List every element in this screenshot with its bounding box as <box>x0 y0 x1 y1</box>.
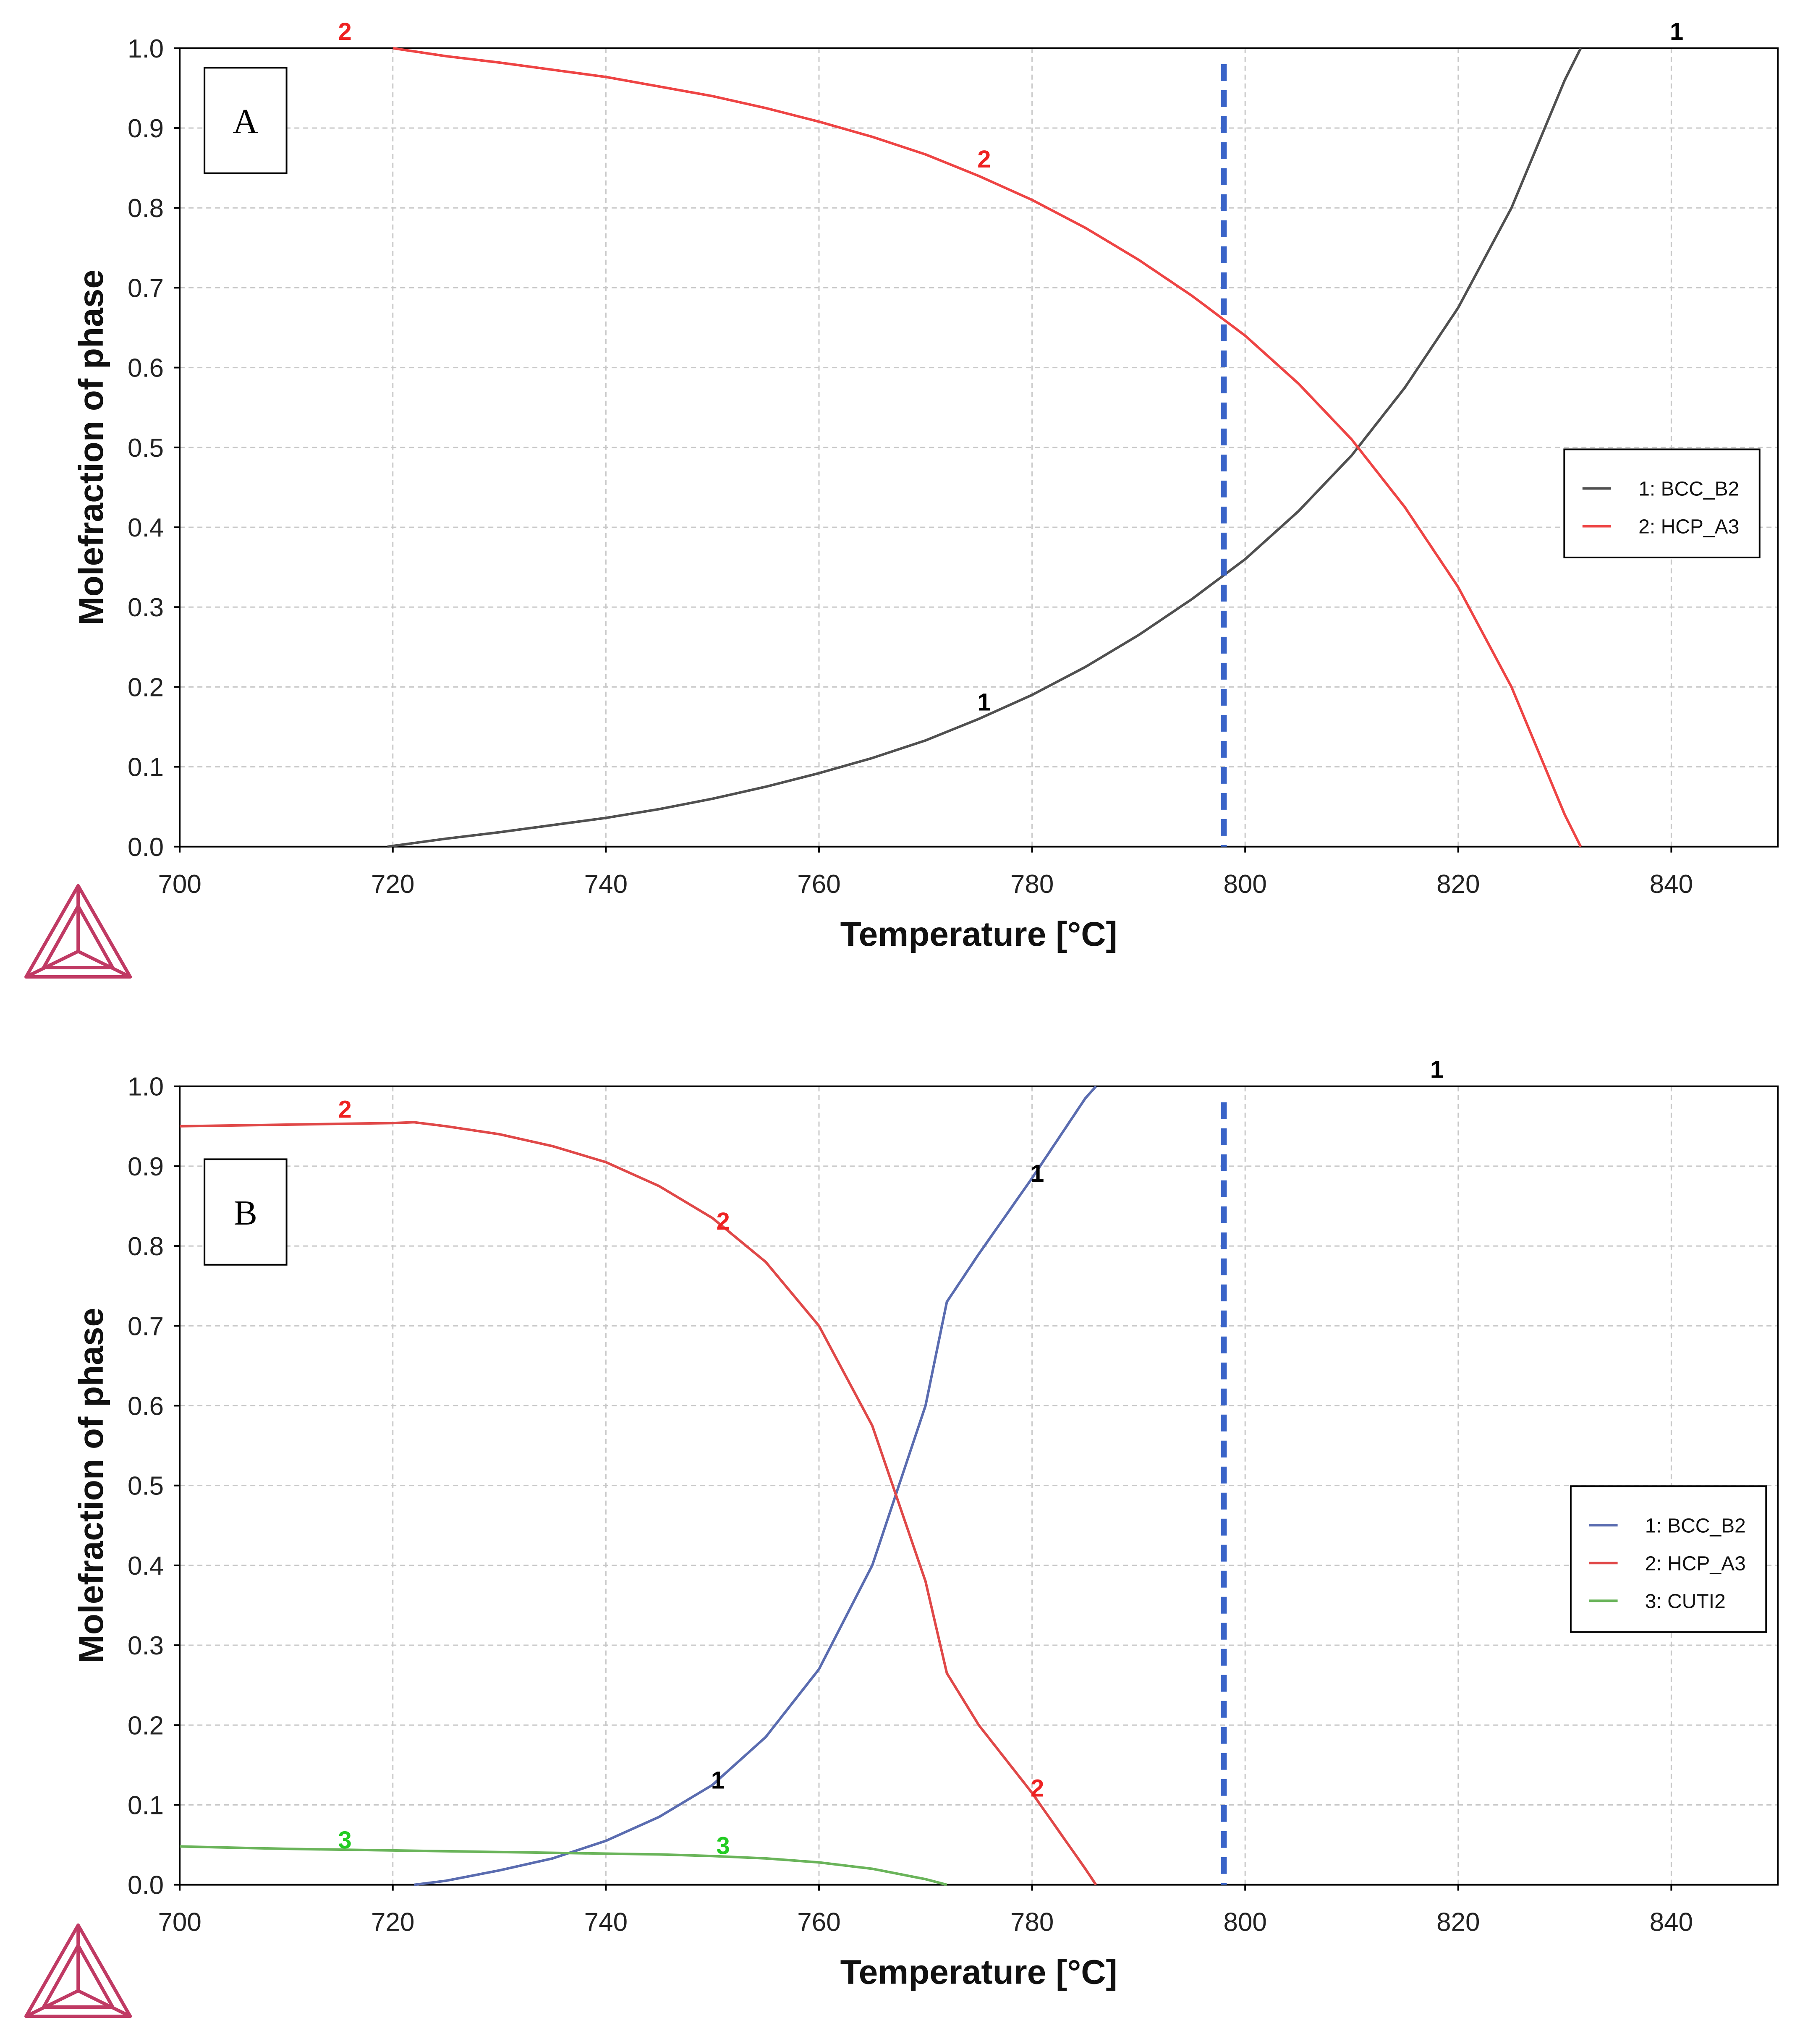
series-line-3 <box>180 1845 947 1886</box>
y-tick-label: 0.9 <box>128 1152 164 1181</box>
x-tick-label: 800 <box>1223 1908 1266 1937</box>
logo-spoke <box>77 950 131 979</box>
x-tick-label: 760 <box>797 1908 840 1937</box>
panel-label-box <box>204 67 288 174</box>
series-line-2 <box>392 47 1582 848</box>
x-tick-label: 700 <box>158 1908 201 1937</box>
curve-label-2: 2 <box>716 1208 730 1235</box>
y-tick-label: 0.0 <box>128 833 164 862</box>
gridlines <box>180 1086 1778 1885</box>
y-tick-label: 0.6 <box>128 1392 164 1421</box>
y-tick-label: 0.5 <box>128 434 164 463</box>
panel-label: B <box>234 1193 257 1233</box>
x-tick-label: 780 <box>1010 870 1054 899</box>
logo-outer-triangle <box>24 1923 132 2018</box>
legend-entry-2: 2: HCP_A3 <box>1638 516 1739 538</box>
x-tick-label: 840 <box>1650 870 1693 899</box>
x-axis-label: Temperature [°C] <box>840 915 1117 953</box>
y-tick-label: 0.7 <box>128 274 164 303</box>
logo-inner-triangle <box>42 1944 115 2009</box>
y-tick-label: 0.2 <box>128 673 164 702</box>
curve-label-2: 2 <box>977 146 991 173</box>
curve-label-1: 1 <box>1670 18 1683 45</box>
y-tick-label: 0.7 <box>128 1312 164 1341</box>
series-line-2 <box>180 1121 1097 1886</box>
curve-label-3: 3 <box>716 1832 730 1859</box>
legend: 1: BCC_B2 2: HCP_A3 3: CUTI2 <box>1570 1485 1767 1633</box>
logo-spoke <box>25 1989 79 2018</box>
curve-label-1: 1 <box>1031 1160 1044 1187</box>
legend-box <box>1563 448 1761 558</box>
y-tick-label: 1.0 <box>128 1073 164 1102</box>
curve-label-2: 2 <box>338 18 351 45</box>
y-axis-label: Molefraction of phase <box>72 1308 110 1663</box>
curve-label-2: 2 <box>1031 1774 1044 1802</box>
x-axis-label: Temperature [°C] <box>840 1953 1117 1992</box>
curve-label-1: 1 <box>711 1767 725 1794</box>
y-tick-label: 1.0 <box>128 34 164 63</box>
y-tick-label: 0.6 <box>128 354 164 383</box>
y-tick-label: 0.4 <box>128 513 164 542</box>
legend-entry-1: 1: BCC_B2 <box>1645 1515 1746 1537</box>
series-line-1 <box>414 1085 1097 1886</box>
software-logo-icon <box>24 1923 132 2018</box>
logo-inner-triangle <box>42 904 115 970</box>
curve-label-2: 2 <box>338 1096 351 1123</box>
y-tick-label: 0.8 <box>128 1232 164 1261</box>
curve-label-1: 1 <box>977 688 991 716</box>
curve-label-3: 3 <box>338 1827 351 1854</box>
logo-outer-triangle <box>24 884 132 979</box>
x-tick-label: 800 <box>1223 870 1266 899</box>
x-tick-label: 740 <box>584 1908 628 1937</box>
series-line-1 <box>387 47 1582 848</box>
x-tick-label: 780 <box>1010 1908 1054 1937</box>
chart-panel-b: 700 720 740 760 780 800 820 840 0.0 0.1 0.2 0.3 0.4 0… <box>24 1056 1779 2018</box>
y-tick-label: 0.3 <box>128 1631 164 1660</box>
logo-spoke <box>25 950 79 979</box>
y-tick-label: 0.2 <box>128 1711 164 1740</box>
y-tick-label: 0.0 <box>128 1871 164 1900</box>
x-tick-label: 720 <box>371 1908 414 1937</box>
chart-panel-a: 700 720 740 760 780 800 820 840 0.0 0.1 0.2 0.3 0.4 0… <box>24 18 1779 979</box>
x-tick-label: 760 <box>797 870 840 899</box>
x-tick-label: 720 <box>371 870 414 899</box>
y-axis-label: Molefraction of phase <box>72 270 110 625</box>
y-tick-label: 0.3 <box>128 593 164 622</box>
y-tick-label: 0.1 <box>128 753 164 782</box>
logo-spoke <box>77 1989 131 2018</box>
y-tick-label: 0.8 <box>128 194 164 223</box>
legend: 1: BCC_B2 2: HCP_A3 <box>1563 448 1761 558</box>
legend-entry-2: 2: HCP_A3 <box>1645 1552 1746 1575</box>
y-tick-label: 0.4 <box>128 1552 164 1581</box>
legend-entry-3: 3: CUTI2 <box>1645 1590 1726 1612</box>
x-tick-label: 740 <box>584 870 628 899</box>
y-tick-label: 0.1 <box>128 1791 164 1820</box>
x-tick-label: 820 <box>1436 1908 1480 1937</box>
curve-label-1: 1 <box>1430 1056 1444 1084</box>
panel-label: A <box>233 102 259 141</box>
x-tick-label: 820 <box>1436 870 1480 899</box>
y-tick-label: 0.5 <box>128 1472 164 1501</box>
x-tick-label: 700 <box>158 870 201 899</box>
x-tick-label: 840 <box>1650 1908 1693 1937</box>
legend-entry-1: 1: BCC_B2 <box>1638 478 1739 500</box>
y-tick-label: 0.9 <box>128 114 164 143</box>
gridlines <box>180 48 1778 847</box>
software-logo-icon <box>24 884 132 979</box>
panel-label-box <box>204 1158 288 1266</box>
legend-box <box>1570 1485 1767 1633</box>
